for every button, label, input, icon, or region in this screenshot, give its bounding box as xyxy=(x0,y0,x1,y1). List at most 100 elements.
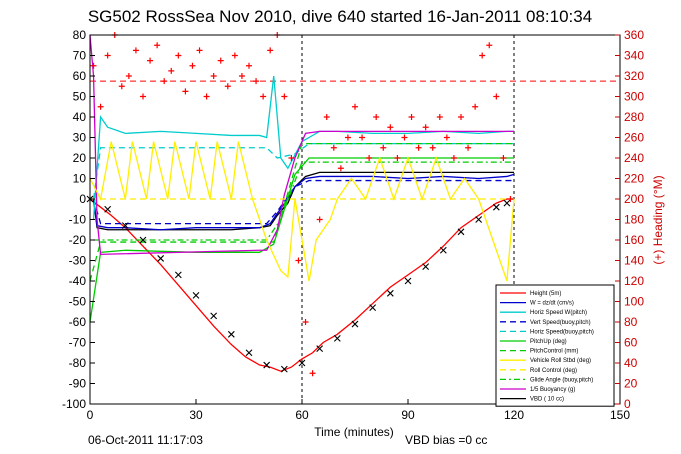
heading-point-25 xyxy=(267,47,274,54)
black-marker-16 xyxy=(369,304,377,312)
heading-point-21 xyxy=(238,73,245,79)
heading-point-35 xyxy=(337,165,344,172)
heading-point-41 xyxy=(380,144,387,151)
heading-point-15 xyxy=(196,47,203,54)
x-tick-label-1: 30 xyxy=(189,408,203,422)
legend-label-5: PitchUp (deg) xyxy=(530,339,567,345)
heading-point-42 xyxy=(387,124,394,131)
heading-point-16 xyxy=(203,93,210,100)
left-tick-label-2: 60 xyxy=(73,69,87,83)
right-tick-label-0: 360 xyxy=(624,28,644,42)
legend-label-10: 1/5 Buoyancy (g) xyxy=(530,387,575,393)
right-axis-label: (+) Heading (°M) xyxy=(651,175,665,264)
left-tick-label-10: -20 xyxy=(69,233,87,247)
black-markers xyxy=(86,195,511,373)
heading-point-40 xyxy=(373,114,380,120)
heading-point-36 xyxy=(344,134,351,141)
legend: Height (5m) W = dz/dt (cm/s) Horiz Speed W… xyxy=(495,284,615,407)
black-marker-18 xyxy=(404,277,412,285)
black-marker-8 xyxy=(227,330,235,338)
right-tick-label-10: 160 xyxy=(624,233,644,247)
right-tick-label-5: 260 xyxy=(624,131,644,145)
heading-point-55 xyxy=(479,52,486,59)
heading-point-54 xyxy=(472,103,479,110)
right-tick-label-18: 0 xyxy=(624,397,631,411)
left-axis-ticks: 80 70 60 50 40 30 20 10 0 -10 -20 -30 -40 -50 -60 -70 -8… xyxy=(62,28,95,411)
legend-label-9: Glide Angle (buoy,pitch) xyxy=(530,377,593,383)
heading-point-11 xyxy=(168,67,175,74)
heading-point-18 xyxy=(217,57,224,64)
left-tick-label-14: -60 xyxy=(69,315,87,329)
x-axis-ticks: 0 30 60 90 120 150 xyxy=(87,399,630,422)
heading-point-50 xyxy=(443,134,450,141)
series-line-9 xyxy=(89,34,514,256)
black-marker-12 xyxy=(298,359,306,367)
series-line-3 xyxy=(92,179,514,225)
series-line-10 xyxy=(89,141,515,282)
legend-label-8: Roll Control (deg) xyxy=(530,368,577,374)
chart-title: SG502 RossSea Nov 2010, dive 640 started… xyxy=(88,7,592,26)
heading-point-17 xyxy=(210,73,217,79)
x-tick-label-2: 60 xyxy=(295,408,309,422)
left-tick-label-18: -100 xyxy=(62,397,86,411)
heading-point-49 xyxy=(436,114,443,120)
legend-label-4: Horiz Speed(buoy,pitch) xyxy=(530,329,594,335)
black-marker-17 xyxy=(386,289,394,297)
black-marker-14 xyxy=(333,335,341,342)
left-tick-label-6: 20 xyxy=(73,151,87,165)
black-marker-20 xyxy=(439,246,447,254)
heading-point-34 xyxy=(330,144,337,151)
heading-point-52 xyxy=(458,114,464,120)
left-tick-label-12: -40 xyxy=(69,274,87,288)
legend-label-3: Vert Speed(buoy,pitch) xyxy=(530,320,591,326)
x-tick-label-0: 0 xyxy=(87,408,94,422)
black-marker-3 xyxy=(139,236,147,244)
heading-point-13 xyxy=(182,88,189,95)
heading-point-22 xyxy=(246,62,252,69)
right-tick-label-15: 60 xyxy=(624,336,638,350)
black-marker-22 xyxy=(475,216,483,223)
footer-timestamp: 06-Oct-2011 11:17:03 xyxy=(88,433,203,447)
heading-point-5 xyxy=(125,73,132,79)
heading-point-19 xyxy=(224,83,231,90)
left-tick-label-17: -90 xyxy=(69,377,87,391)
series-line-0 xyxy=(89,198,514,372)
black-marker-9 xyxy=(245,349,253,357)
x-tick-label-4: 120 xyxy=(504,408,524,422)
legend-box xyxy=(495,284,615,407)
heading-point-33 xyxy=(323,114,330,120)
heading-point-30 xyxy=(302,319,309,325)
black-marker-7 xyxy=(210,312,218,320)
heading-point-12 xyxy=(175,52,182,59)
black-marker-4 xyxy=(157,255,165,262)
black-marker-10 xyxy=(263,361,271,369)
right-tick-label-17: 20 xyxy=(624,377,638,391)
right-tick-label-12: 120 xyxy=(624,274,644,288)
black-marker-24 xyxy=(503,199,511,207)
heading-point-39 xyxy=(366,155,373,161)
right-tick-label-3: 300 xyxy=(624,90,644,104)
black-marker-11 xyxy=(280,365,288,373)
heading-point-1 xyxy=(97,103,104,110)
right-tick-label-13: 100 xyxy=(624,295,644,309)
series-line-6 xyxy=(89,157,514,323)
heading-point-32 xyxy=(316,216,323,223)
left-tick-label-13: -50 xyxy=(69,295,87,309)
legend-label-11: VBD ( 10 cc) xyxy=(530,397,564,403)
heading-point-57 xyxy=(493,93,500,100)
right-tick-label-9: 180 xyxy=(624,213,644,227)
heading-point-38 xyxy=(359,134,366,141)
heading-point-8 xyxy=(147,57,154,64)
heading-point-43 xyxy=(394,155,401,161)
heading-point-59 xyxy=(507,196,514,202)
left-tick-label-0: 80 xyxy=(73,28,87,42)
right-tick-label-2: 320 xyxy=(624,69,644,83)
series-line-4 xyxy=(92,75,514,220)
heading-point-7 xyxy=(140,93,146,100)
right-tick-label-11: 140 xyxy=(624,254,644,268)
heading-point-20 xyxy=(231,52,238,59)
left-tick-label-7: 10 xyxy=(73,172,87,186)
x-axis-label: Time (minutes) xyxy=(314,425,394,439)
right-tick-label-16: 40 xyxy=(624,356,638,370)
